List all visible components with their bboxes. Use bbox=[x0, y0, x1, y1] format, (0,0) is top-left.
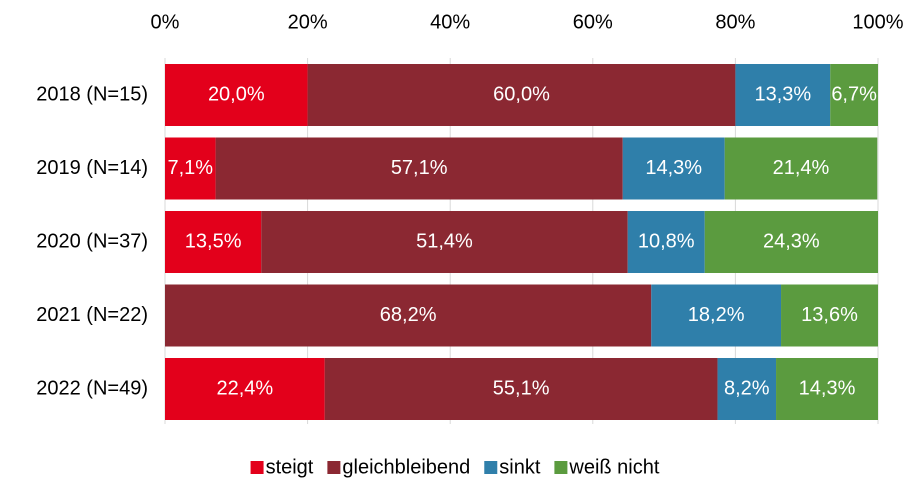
bar-segment bbox=[261, 211, 628, 273]
x-tick-label: 0% bbox=[151, 11, 180, 33]
bar-segment bbox=[735, 64, 831, 126]
data-label: 57,1% bbox=[391, 157, 448, 179]
data-label: 14,3% bbox=[645, 157, 702, 179]
data-label: 60,0% bbox=[493, 83, 550, 105]
bar-segment bbox=[165, 64, 308, 126]
legend-swatch bbox=[250, 461, 264, 474]
bar-segment bbox=[781, 284, 878, 347]
legend-swatch bbox=[554, 461, 568, 474]
x-tick-label: 40% bbox=[430, 11, 470, 33]
bar-segment bbox=[704, 211, 878, 273]
bar-segment bbox=[622, 137, 725, 200]
data-label: 14,3% bbox=[799, 377, 856, 399]
bar-segment bbox=[627, 211, 705, 273]
y-tick-label: 2018 (N=15) bbox=[36, 83, 148, 105]
bar-segment bbox=[717, 358, 777, 420]
data-label: 22,4% bbox=[216, 377, 273, 399]
data-label: 13,5% bbox=[185, 230, 242, 252]
bar-segment bbox=[651, 284, 782, 347]
data-label: 6,7% bbox=[831, 83, 877, 105]
bar-segment bbox=[324, 358, 718, 420]
data-label: 8,2% bbox=[724, 377, 770, 399]
x-tick-label: 60% bbox=[573, 11, 613, 33]
data-label: 55,1% bbox=[493, 377, 550, 399]
bar-segment bbox=[307, 64, 736, 126]
legend-swatch bbox=[327, 461, 341, 474]
bar-segment bbox=[830, 64, 878, 126]
bar-segment bbox=[165, 358, 325, 420]
data-label: 13,6% bbox=[801, 304, 858, 326]
data-label: 18,2% bbox=[688, 304, 745, 326]
bar-segment bbox=[165, 137, 216, 200]
y-tick-label: 2020 (N=37) bbox=[36, 230, 148, 252]
bar-segment bbox=[215, 137, 623, 200]
legend-label: sinkt bbox=[499, 456, 541, 478]
legend-label: gleichbleibend bbox=[342, 456, 470, 478]
data-label: 24,3% bbox=[763, 230, 820, 252]
bar-segment bbox=[165, 211, 262, 273]
data-label: 10,8% bbox=[638, 230, 695, 252]
data-label: 68,2% bbox=[380, 304, 437, 326]
y-tick-label: 2022 (N=49) bbox=[36, 377, 148, 399]
bar-segment bbox=[724, 137, 878, 200]
legend-swatch bbox=[484, 461, 498, 474]
x-tick-label: 100% bbox=[852, 11, 903, 33]
bar-segment bbox=[165, 284, 652, 347]
y-tick-label: 2021 (N=22) bbox=[36, 304, 148, 326]
data-label: 20,0% bbox=[208, 83, 265, 105]
data-label: 51,4% bbox=[416, 230, 473, 252]
data-label: 13,3% bbox=[754, 83, 811, 105]
legend-label: weiß nicht bbox=[568, 456, 659, 478]
bar-segment bbox=[776, 358, 878, 420]
data-label: 21,4% bbox=[773, 157, 830, 179]
legend-label: steigt bbox=[266, 456, 314, 478]
x-tick-label: 80% bbox=[715, 11, 755, 33]
x-tick-label: 20% bbox=[288, 11, 328, 33]
y-tick-label: 2019 (N=14) bbox=[36, 157, 148, 179]
data-label: 7,1% bbox=[168, 157, 214, 179]
